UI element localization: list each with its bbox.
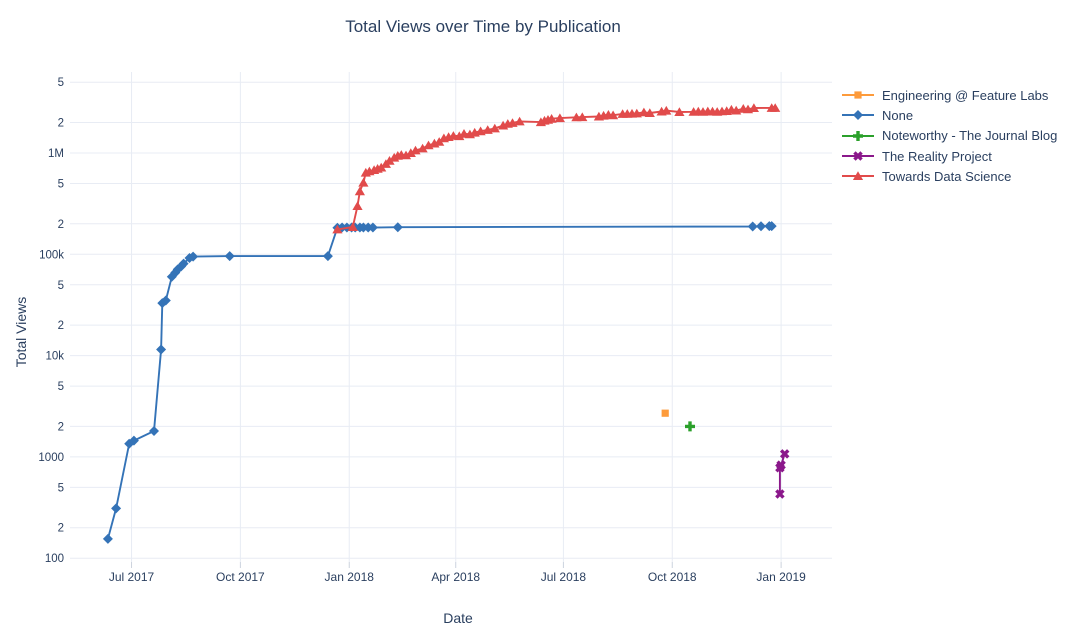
- tick-labels: Jul 2017 Oct 2017 Jan 2018 Apr 2018 Jul 2018…: [38, 77, 806, 584]
- data-point-none: [392, 222, 403, 233]
- data-point-towards-data-science: [434, 137, 445, 146]
- data-point-none: [367, 222, 378, 233]
- data-point-towards-data-science: [748, 103, 759, 112]
- data-point-towards-data-science: [354, 186, 365, 196]
- data-point-towards-data-science: [332, 224, 343, 234]
- y-tick-label: 100: [45, 553, 64, 565]
- data-point-none: [128, 435, 139, 446]
- legend-label: Towards Data Science: [882, 168, 1012, 184]
- series-line-towards-data-science: [337, 106, 776, 231]
- x-tick-label: Jan 2019: [756, 570, 806, 584]
- legend-item-the-reality-project[interactable]: The Reality Project: [841, 146, 1057, 166]
- legend-label: Engineering @ Feature Labs: [882, 87, 1049, 103]
- data-point-towards-data-science: [644, 108, 655, 117]
- data-point-none: [224, 251, 235, 262]
- y-tick-label: 2: [58, 421, 64, 433]
- data-point-towards-data-science: [577, 112, 588, 122]
- data-point-towards-data-science: [400, 150, 412, 160]
- data-point-towards-data-science: [358, 177, 369, 187]
- data-point-none: [111, 503, 122, 514]
- legend-triangle-marker-icon: [842, 171, 874, 181]
- data-point-the-reality-project: [775, 489, 785, 499]
- y-tick-label: 5: [58, 178, 64, 190]
- y-tick-label: 2: [58, 320, 64, 332]
- data-point-none: [156, 344, 167, 355]
- x-tick-label: Jan 2018: [325, 570, 375, 584]
- series-towards-data-science: [332, 103, 781, 234]
- data-point-none: [102, 533, 113, 544]
- data-point-none: [766, 221, 777, 232]
- data-point-none: [756, 221, 766, 232]
- data-point-towards-data-science: [454, 131, 465, 141]
- data-point-towards-data-science: [631, 108, 642, 118]
- legend-cross-marker-icon: [842, 130, 874, 141]
- data-point-towards-data-science: [608, 110, 619, 120]
- data-point-towards-data-science: [417, 143, 428, 153]
- legend-x-marker-icon: [842, 151, 874, 161]
- data-point-towards-data-science: [546, 114, 557, 123]
- data-point-towards-data-science: [514, 116, 525, 126]
- y-tick-label: 1000: [38, 452, 64, 464]
- data-point-the-reality-project: [776, 460, 786, 470]
- data-point-towards-data-science: [405, 148, 416, 157]
- data-point-towards-data-science: [770, 103, 781, 112]
- x-tick-label: Oct 2017: [216, 570, 265, 584]
- legend-label: The Reality Project: [882, 148, 992, 164]
- series-engineering-feature-labs: [661, 409, 669, 417]
- y-tick-label: 5: [58, 381, 64, 393]
- y-tick-label: 2: [58, 219, 64, 231]
- series-noteworthy-the-journal-blog: [685, 421, 695, 432]
- y-tick-label: 2: [58, 523, 64, 535]
- data-point-the-reality-project: [779, 449, 790, 459]
- data-point-towards-data-science: [489, 123, 500, 133]
- chart-title: Total Views over Time by Publication: [345, 17, 621, 36]
- legend: Engineering @ Feature Labs None Notewort…: [841, 85, 1057, 186]
- y-tick-label: 5: [58, 482, 64, 494]
- legend-item-noteworthy-journal-blog[interactable]: Noteworthy - The Journal Blog: [841, 126, 1057, 146]
- data-point-engineering-feature-labs: [661, 409, 669, 417]
- legend-diamond-marker-icon: [842, 110, 874, 121]
- legend-item-none[interactable]: None: [841, 105, 1057, 125]
- legend-item-towards-data-science[interactable]: Towards Data Science: [841, 166, 1057, 186]
- y-tick-label: 100k: [39, 249, 64, 261]
- x-tick-label: Apr 2018: [431, 570, 480, 584]
- x-tick-label: Oct 2018: [648, 570, 697, 584]
- series-line-the-reality-project: [778, 453, 786, 494]
- data-point-towards-data-science: [384, 156, 395, 165]
- legend-square-marker-icon: [842, 91, 874, 99]
- y-tick-label: 5: [58, 280, 64, 292]
- data-point-towards-data-science: [352, 201, 363, 210]
- series-the-reality-project: [775, 449, 790, 499]
- data-point-none: [149, 426, 159, 436]
- data-point-none: [178, 258, 189, 269]
- data-point-none: [188, 251, 199, 262]
- gridlines: [70, 72, 832, 568]
- y-axis-title: Total Views: [13, 296, 29, 368]
- legend-label: Noteworthy - The Journal Blog: [882, 128, 1058, 144]
- legend-label: None: [882, 107, 914, 123]
- data-point-towards-data-science: [661, 105, 672, 115]
- y-tick-label: 10k: [45, 351, 64, 363]
- x-tick-label: Jul 2018: [541, 570, 587, 584]
- y-tick-label: 1M: [48, 148, 64, 160]
- legend-item-engineering-feature-labs[interactable]: Engineering @ Feature Labs: [841, 85, 1057, 105]
- data-point-none: [322, 251, 333, 262]
- data-point-none: [160, 295, 171, 306]
- data-point-none: [747, 221, 758, 232]
- data-point-towards-data-science: [674, 107, 685, 116]
- y-tick-label: 5: [58, 77, 64, 89]
- x-axis-title: Date: [443, 610, 473, 626]
- data-point-noteworthy-the-journal-blog: [685, 421, 695, 432]
- data-point-towards-data-science: [376, 162, 387, 172]
- data-point-towards-data-science: [554, 113, 565, 123]
- x-tick-label: Jul 2017: [109, 570, 155, 584]
- y-tick-label: 2: [58, 118, 64, 130]
- data-point-towards-data-science: [347, 222, 358, 231]
- series-none: [102, 221, 777, 544]
